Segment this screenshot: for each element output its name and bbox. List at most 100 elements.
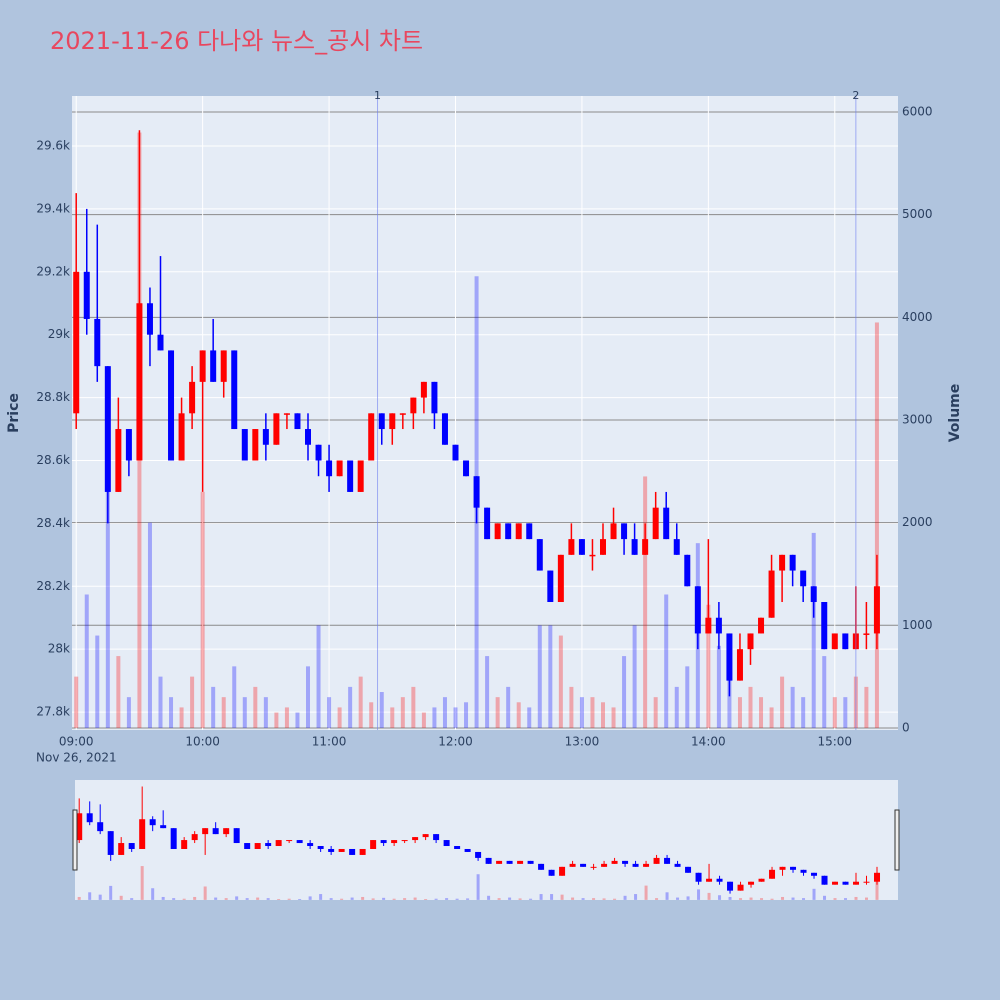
slider-volume-bar: [140, 866, 144, 900]
candle-body: [94, 318, 101, 367]
slider-candle-body: [391, 840, 398, 844]
slider-candle-body: [401, 840, 408, 842]
slider-candle-body: [338, 848, 345, 852]
candle-body: [389, 413, 396, 430]
candle-body: [631, 539, 638, 555]
candle-body: [305, 429, 311, 445]
slider-candle-body: [527, 860, 534, 864]
slider-candle-body: [118, 843, 125, 855]
candle-body: [568, 539, 575, 555]
y-tick-label: 29.2k: [36, 264, 70, 278]
x-tick-label: 09:00: [59, 735, 94, 749]
slider-volume-bar: [676, 897, 680, 900]
candle-body: [610, 523, 617, 540]
candle-body: [420, 381, 427, 398]
volume-bar: [221, 697, 226, 728]
volume-bar: [179, 707, 184, 728]
slider-volume-bar: [749, 897, 753, 900]
candle-body: [294, 413, 301, 430]
y2-tick-label: 0: [902, 720, 910, 734]
slider-candle-body: [359, 848, 366, 855]
volume-bar: [527, 707, 532, 728]
candle-body: [663, 507, 670, 540]
slider-candle-body: [842, 881, 849, 885]
slider-candle-body: [674, 863, 681, 867]
slider-candle-body: [370, 840, 377, 849]
candle-body: [199, 350, 206, 382]
slider-candle-body: [202, 828, 209, 835]
volume-bar: [274, 712, 279, 728]
volume-bar: [442, 697, 447, 728]
slider-candle-body: [181, 840, 188, 849]
candle-body: [157, 334, 164, 351]
slider-candle-body: [758, 878, 765, 882]
slider-handle[interactable]: [72, 809, 78, 871]
candle-body: [189, 381, 196, 414]
slider-volume-bar: [529, 898, 533, 900]
candle-body: [431, 381, 438, 414]
slider-candle-body: [349, 848, 356, 855]
slider-handle[interactable]: [894, 809, 900, 871]
candle-body: [705, 617, 712, 634]
slider-volume-bar: [151, 888, 155, 900]
volume-bar: [358, 676, 363, 728]
volume-bar: [780, 676, 785, 728]
y2-tick-label: 2000: [902, 515, 933, 529]
slider-candle-body: [454, 846, 461, 849]
slider-candle-body: [695, 872, 702, 882]
volume-bar: [390, 707, 395, 728]
x-tick-label: 12:00: [438, 735, 473, 749]
candle-body: [336, 460, 343, 477]
slider-candle-body: [160, 825, 167, 829]
slider-candle-body: [328, 848, 335, 852]
candle-body: [262, 429, 269, 445]
slider-volume-bar: [844, 898, 848, 900]
volume-bar: [190, 676, 195, 728]
volume-bar: [284, 707, 289, 728]
slider-candle-body: [412, 837, 419, 841]
slider-volume-bar: [266, 898, 270, 900]
slider-volume-bar: [550, 894, 554, 900]
range-slider[interactable]: [75, 780, 898, 900]
volume-bar: [105, 481, 110, 728]
slider-volume-bar: [235, 896, 239, 900]
volume-bar: [611, 707, 616, 728]
slider-volume-bar: [865, 897, 869, 900]
slider-volume-bar: [686, 896, 690, 900]
slider-candle-body: [737, 884, 744, 891]
slider-candle-body: [853, 881, 860, 885]
slider-volume-bar: [728, 896, 732, 900]
slider-volume-bar: [287, 898, 291, 900]
volume-bar: [337, 707, 342, 728]
y-tick-label: 29.4k: [36, 201, 70, 215]
slider-candle-body: [622, 860, 629, 864]
slider-volume-bar: [98, 894, 102, 900]
slider-candle-body: [170, 828, 177, 849]
slider-candle-body: [296, 840, 303, 844]
slider-volume-bar: [770, 898, 774, 900]
slider-volume-bar: [644, 885, 648, 900]
slider-candle-body: [139, 819, 146, 849]
y2-tick-label: 1000: [902, 618, 933, 632]
y2-tick-label: 4000: [902, 310, 933, 324]
slider-volume-bar: [182, 898, 186, 900]
slider-candle-body: [76, 813, 83, 841]
slider-volume-bar: [623, 895, 627, 900]
slider-candle-body: [506, 860, 513, 864]
slider-volume-bar: [392, 898, 396, 900]
slider-volume-bar: [109, 885, 113, 900]
volume-bar: [759, 697, 764, 728]
y-tick-label: 28.8k: [36, 390, 70, 404]
volume-bar: [748, 686, 753, 728]
volume-bar: [453, 707, 458, 728]
slider-volume-bar: [476, 874, 480, 900]
volume-bar: [253, 686, 258, 728]
candle-body: [779, 554, 786, 571]
candle-body: [115, 429, 122, 492]
slider-volume-bar: [413, 897, 417, 900]
candle-body: [873, 586, 880, 634]
candle-body: [589, 554, 596, 557]
y-tick-label: 28k: [48, 642, 70, 656]
slider-candle-body: [443, 840, 450, 847]
candle-body: [505, 523, 512, 540]
